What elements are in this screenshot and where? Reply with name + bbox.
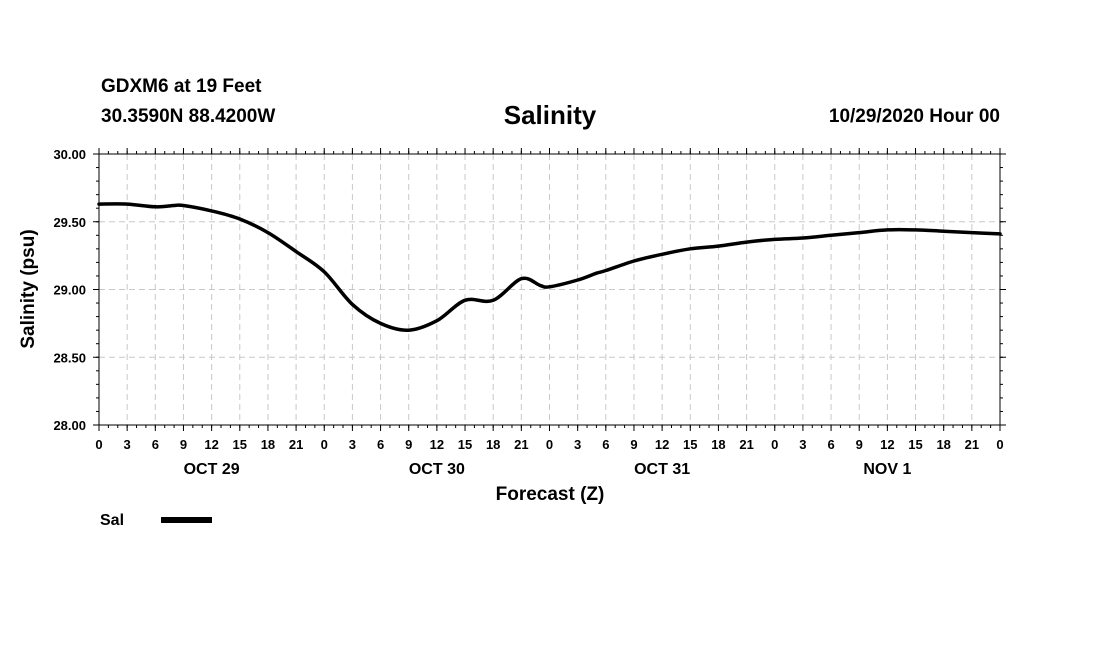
x-tick-label: 12 (204, 437, 218, 452)
x-tick-label: 0 (95, 437, 102, 452)
x-tick-label: 3 (349, 437, 356, 452)
y-tick-label: 29.00 (53, 283, 86, 298)
day-labels: OCT 29 OCT 30 OCT 31 NOV 1 (184, 461, 912, 478)
x-tick-label: 15 (908, 437, 922, 452)
x-tick-label: 0 (546, 437, 553, 452)
x-tick-label: 21 (739, 437, 753, 452)
series-layer (97, 202, 1002, 332)
y-tick-label: 28.00 (53, 418, 86, 433)
x-tick-label: 18 (486, 437, 500, 452)
x-tick-label: 0 (321, 437, 328, 452)
y-tick-label: 29.50 (53, 215, 86, 230)
day-label: OCT 30 (409, 461, 465, 478)
x-tick-label: 9 (180, 437, 187, 452)
x-tick-label: 12 (655, 437, 669, 452)
x-tick-label: 12 (430, 437, 444, 452)
x-tick-label: 18 (936, 437, 950, 452)
x-tick-label: 18 (261, 437, 275, 452)
x-tick-label: 6 (827, 437, 834, 452)
x-tick-label: 6 (377, 437, 384, 452)
legend-label: Sal (100, 512, 124, 529)
x-tick-label: 3 (124, 437, 131, 452)
chart-title: Salinity (503, 100, 597, 130)
day-label: OCT 31 (634, 461, 690, 478)
x-tick-label: 9 (856, 437, 863, 452)
x-tick-label: 18 (711, 437, 725, 452)
x-tick-label: 3 (799, 437, 806, 452)
x-tick-label: 3 (574, 437, 581, 452)
x-tick-label: 6 (602, 437, 609, 452)
x-tick-label: 15 (458, 437, 472, 452)
y-tick-label: 28.50 (53, 350, 86, 365)
y-tick-label: 30.00 (53, 147, 86, 162)
plot-frame (98, 153, 1001, 426)
station-label: GDXM6 at 19 Feet (101, 76, 262, 97)
y-axis-label: Salinity (psu) (18, 229, 39, 348)
grid-lines (99, 154, 1000, 425)
x-tick-label: 9 (630, 437, 637, 452)
x-tick-labels: 0 3 6 9 12 15 18 21 0 3 6 9 12 15 18 21 0 3 6 9 12 15 18 21 0 3 6 9… (95, 437, 1003, 452)
x-tick-label: 0 (996, 437, 1003, 452)
day-label: NOV 1 (863, 461, 911, 478)
x-tick-label: 0 (771, 437, 778, 452)
series-line-sal (97, 202, 1002, 332)
y-tick-labels: 28.00 28.50 29.00 29.50 30.00 (53, 147, 86, 433)
x-tick-label: 9 (405, 437, 412, 452)
x-tick-label: 15 (683, 437, 697, 452)
x-tick-label: 21 (289, 437, 303, 452)
day-label: OCT 29 (184, 461, 240, 478)
station-coordinates: 30.3590N 88.4200W (101, 106, 276, 127)
forecast-run-time: 10/29/2020 Hour 00 (828, 106, 1000, 127)
x-tick-label: 12 (880, 437, 894, 452)
x-tick-label: 21 (965, 437, 979, 452)
x-tick-label: 6 (152, 437, 159, 452)
x-tick-label: 21 (514, 437, 528, 452)
x-tick-label: 15 (233, 437, 247, 452)
x-axis-label: Forecast (Z) (496, 484, 605, 505)
